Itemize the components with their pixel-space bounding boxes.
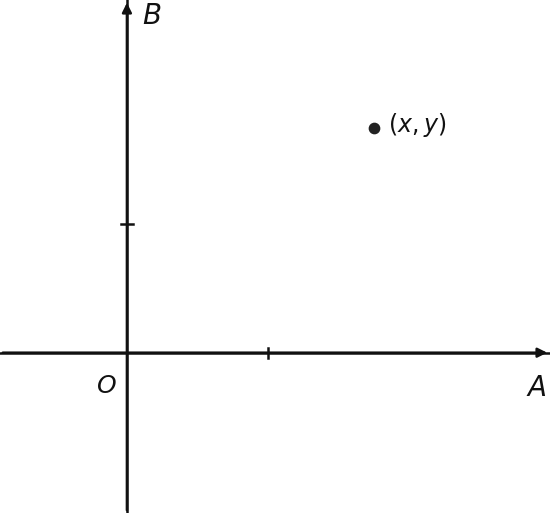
Point (369, 124, 378, 132)
Text: $B$: $B$ (142, 3, 162, 30)
Text: $O$: $O$ (96, 375, 117, 398)
Text: $(x,y)$: $(x,y)$ (388, 111, 446, 139)
Text: $A$: $A$ (526, 375, 547, 402)
